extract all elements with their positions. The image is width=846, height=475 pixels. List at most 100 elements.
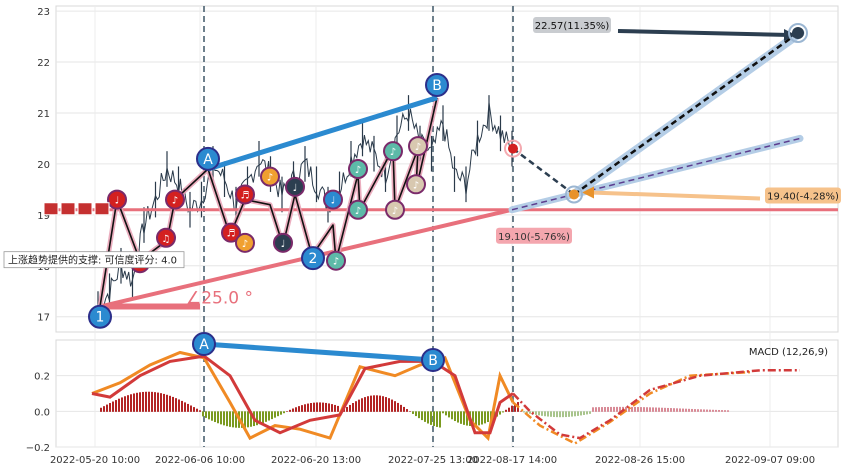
macd-histogram-bar [514,403,516,412]
label-layer: 22.57(11.35%) 19.40(-4.28%) 19.10(-5.76%) ∠… [3,17,841,308]
y-tick-label: 20 [37,160,50,171]
macd-histogram-bar [580,411,582,416]
macd-histogram-bar [700,409,702,412]
wave-note-marker [348,199,368,220]
wave-note-marker-glyph: ♩ [293,183,298,194]
macd-histogram-bar [508,407,510,412]
macd-histogram-bar [421,411,423,421]
macd-histogram-bar [397,402,399,412]
low-target-arrow [589,190,761,201]
macd-histogram-bar [349,404,351,412]
macd-histogram-bar [706,409,708,412]
macd-histogram-bar [538,411,540,416]
macd-marker-A-circle [192,332,216,356]
macd-histogram-bar [298,406,300,412]
macd-histogram-bar [703,409,705,412]
wave-note-marker [273,232,293,253]
current-price-ring [504,139,522,158]
macd-histogram-bar [130,394,132,412]
wave-note-marker [285,176,305,197]
support-target-label: 19.10(-5.76%) [498,232,570,243]
macd-histogram-bar [319,402,321,412]
wave-marker-B-circle [425,72,449,97]
macd-histogram-bar [688,408,690,412]
macd-histogram-bar [556,411,558,418]
macd-histogram-bar [649,407,651,412]
macd-histogram-bar [478,411,480,426]
macd-histogram-bar [244,411,246,428]
macd-histogram-bar [439,411,441,428]
divergence-line-macd [203,341,434,363]
macd-histogram-bar [586,411,588,415]
macd-histogram-bar [484,411,486,424]
macd-histogram-bar [211,411,213,421]
macd-histogram-bar [379,395,381,412]
macd-histogram-bar [712,409,714,412]
macd-histogram-bar [523,411,525,413]
wave-note-marker [221,222,241,243]
y-tick-label: 19 [37,211,50,222]
macd-histogram-bar [583,411,585,415]
macd-histogram-bar [307,403,309,412]
macd-histogram-bar [640,407,642,412]
projection-channel-band [508,134,804,214]
y-tick-label: 22 [37,58,50,69]
current-price-dot [508,143,518,154]
wave-note-marker-glyph: ♬ [241,190,250,201]
wave-marker-B-label: B [432,78,442,94]
macd-histogram-bar [613,406,615,412]
macd-histogram-bar [283,411,285,414]
wave-marker-A-circle [196,146,220,171]
wave-note-marker-glyph: ♪ [413,180,419,191]
macd-histogram-bar [412,411,414,414]
macd-histogram-bar [262,411,264,424]
x-tick-label: 2022-06-20 13:00 [271,455,361,466]
macd-marker-A-label: A [199,337,209,353]
macd-histogram-bar [676,408,678,412]
macd-histogram-bar [601,407,603,412]
macd-histogram-bar [394,401,396,412]
x-tick-labels: 2022-05-20 10:00 2022-06-06 10:00 2022-06-… [50,455,815,466]
macd-histogram-bar [364,397,366,412]
macd-histogram-bar [400,404,402,412]
y-tick-label: 21 [37,109,50,120]
macd-histogram-bar [295,407,297,412]
macd-histogram-bar [571,411,573,417]
macd-histogram-bar [445,411,447,416]
macd-histogram-bar [250,411,252,427]
macd-histogram-bar [607,406,609,412]
macd-histogram-bar [121,397,123,412]
wave-note-marker-glyph: ♩ [281,239,286,250]
macd-histogram-bar [154,392,156,412]
wave-note-marker [156,227,176,248]
macd-histogram-bar [481,411,483,425]
macd-histogram-bar [661,407,663,412]
macd-histogram-bar [493,411,495,419]
macd-histogram-bar [337,405,339,412]
macd-histogram-bar [466,411,468,426]
macd-histogram-bar [115,400,117,412]
macd-histogram-bar [628,406,630,412]
macd-histogram-bar [145,391,147,412]
macd-histogram-bar [370,395,372,412]
macd-histogram-bar [670,408,672,412]
macd-histogram-bar [499,411,501,415]
macd-y-tick-label: 0.0 [34,407,50,418]
wave-note-marker [406,174,426,195]
low-target-label: 19.40(-4.28%) [767,191,839,202]
macd-histogram-bar [541,411,543,416]
high-target-label: 22.57(11.35%) [535,21,610,32]
wave-note-marker-glyph: ♫ [162,234,171,245]
wave-note-marker [107,189,127,210]
macd-histogram-bar [682,408,684,412]
macd-histogram-bar [568,411,570,417]
macd-histogram-bar [529,411,531,414]
macd-y-tick-label: 0.2 [34,372,50,383]
macd-histogram-bar [505,409,507,412]
macd-histogram-bar [139,392,141,412]
macd-histogram-bar [313,402,315,412]
macd-histogram-bar [352,403,354,412]
flag-icon [94,202,110,216]
wave-marker-A-label: A [203,152,213,168]
high-target-arrow [617,29,791,37]
